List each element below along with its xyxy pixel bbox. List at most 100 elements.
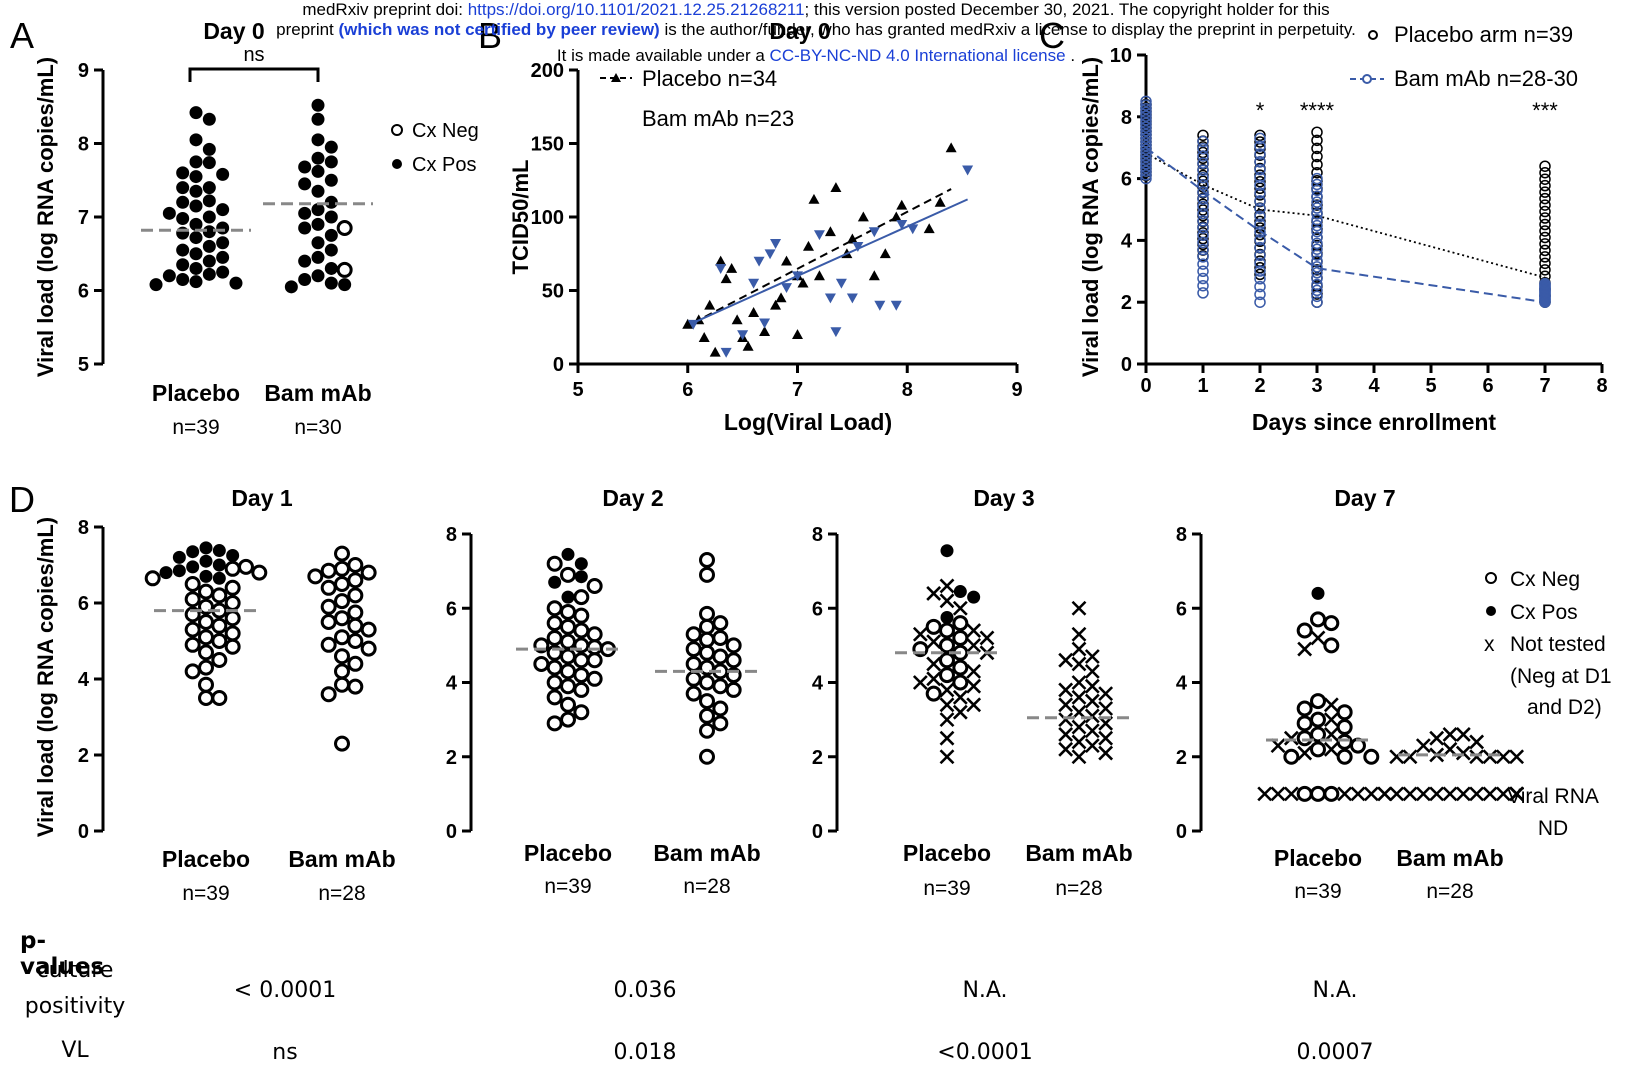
data-point-open (224, 579, 241, 596)
panel-a: A Day 0 5 6 7 8 9 Viral load (log RNA copies/mL… (10, 15, 479, 439)
data-point-open (699, 618, 715, 635)
data-point-open (320, 579, 337, 596)
data-point-open (560, 696, 576, 713)
data-point-filled (574, 570, 588, 584)
data-point-x (966, 678, 982, 694)
data-point-x (1084, 738, 1100, 754)
x-axis-c-tick-label: 1 (1197, 375, 1208, 397)
data-point-open (1197, 287, 1209, 299)
y-axis-d2-tick-label: 2 (446, 747, 457, 769)
data-point-open (1197, 200, 1209, 213)
x-stroke (1509, 786, 1525, 802)
data-point-open (939, 622, 955, 639)
data-point-open (586, 626, 603, 643)
data-point-open (1197, 164, 1209, 177)
data-point-open (1197, 251, 1209, 263)
data-point-filled (176, 181, 190, 195)
pvalue-row2-label: VL (61, 1038, 89, 1063)
data-point-x (1084, 649, 1100, 664)
legend-label: (Neg at D1 (1510, 665, 1612, 688)
data-point-x (1402, 786, 1418, 802)
legend-label: Placebo arm n=39 (1394, 22, 1573, 47)
data-point-open (1311, 296, 1323, 308)
data-point-open (1140, 154, 1152, 166)
data-point-open (347, 587, 364, 604)
data-point-open (334, 663, 350, 680)
x-axis-b-tick-label: 9 (1011, 379, 1022, 401)
data-point-open (1311, 249, 1323, 261)
data-point-open (334, 648, 350, 665)
data-point-triangle-down (764, 249, 776, 260)
data-point-filled (324, 155, 338, 169)
data-point-filled (561, 547, 575, 561)
data-point-filled (216, 265, 230, 279)
data-point-open (1296, 730, 1313, 747)
license-link[interactable]: CC-BY-NC-ND 4.0 International license (769, 46, 1066, 65)
data-point-triangle-up (830, 182, 842, 192)
data-point-open (1197, 186, 1209, 198)
data-point-open (334, 629, 350, 646)
data-point-x (912, 675, 928, 690)
data-point-open (1310, 741, 1326, 758)
x-axis-title-c: Days since enrollment (1252, 409, 1496, 435)
x-stroke (1415, 738, 1431, 754)
x-stroke (939, 749, 955, 765)
data-point-open (1311, 166, 1323, 179)
data-point-filled (298, 221, 312, 235)
data-point-triangle-up (748, 307, 760, 317)
significance-stars: **** (1300, 98, 1335, 123)
data-point-open (198, 690, 214, 706)
doi-link[interactable]: https://doi.org/10.1101/2021.12.25.21268… (467, 0, 805, 19)
data-point-open (1254, 262, 1266, 274)
data-point-open (1197, 265, 1209, 278)
data-point-open (1311, 150, 1323, 163)
category-n: n=28 (1055, 877, 1102, 900)
x-stroke (926, 671, 942, 687)
y-axis-d1-tick-label: 6 (78, 593, 89, 615)
x-stroke (1297, 745, 1313, 761)
data-point-filled (189, 275, 203, 289)
data-point-open (1311, 278, 1323, 291)
data-point-open (546, 689, 563, 706)
data-point-filled (176, 195, 190, 209)
x-stroke (1389, 749, 1405, 765)
data-point-filled (189, 133, 203, 147)
data-point-x (1455, 786, 1471, 802)
data-point-open (1140, 172, 1152, 185)
data-point-x (1098, 701, 1114, 716)
category-n: n=39 (172, 416, 219, 439)
x-stroke (939, 730, 955, 746)
x-stroke (1084, 708, 1100, 724)
data-point-filled (202, 267, 216, 281)
data-point-open (1539, 251, 1551, 263)
data-point-open (1197, 272, 1209, 285)
data-point-filled (311, 269, 325, 283)
chart-title-d2: Day 2 (602, 485, 663, 511)
data-point-open (1254, 129, 1266, 142)
category-label: Bam mAb (653, 840, 760, 866)
data-point-triangle-up (857, 211, 869, 222)
data-point-x (1429, 786, 1445, 802)
legend-marker-filled (392, 159, 402, 169)
panel-b: B Day 0 0 50 100 150 200 5 6 7 8 9 Log(Viral Load) TC… (478, 15, 1023, 435)
data-point-open (211, 652, 228, 668)
legend-marker (1362, 74, 1372, 84)
data-point-filled (202, 112, 216, 126)
significance-bracket (188, 67, 320, 82)
data-point-x (1058, 712, 1074, 728)
x-stroke (1442, 727, 1458, 742)
data-point-open (952, 615, 969, 632)
data-point-open (1296, 700, 1313, 717)
data-point-open (347, 678, 364, 695)
data-point-filled (202, 194, 216, 208)
data-point-open (1197, 207, 1209, 220)
data-point-open (1311, 243, 1323, 255)
x-stroke (939, 578, 955, 594)
data-point-triangle-up (731, 314, 743, 325)
data-point-x (1297, 745, 1313, 761)
data-point-open (224, 638, 241, 655)
data-point-triangle-up (808, 193, 820, 204)
data-point-triangle-up (792, 329, 803, 339)
category-n: n=28 (683, 875, 730, 898)
data-point-open (211, 690, 228, 706)
